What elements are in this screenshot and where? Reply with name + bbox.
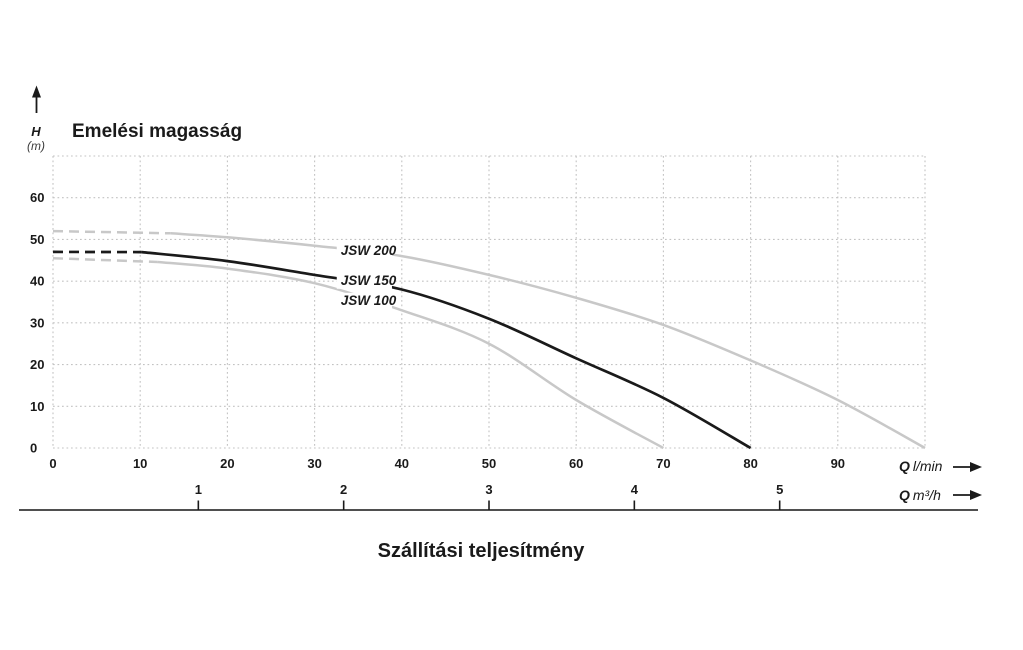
y-tick-label: 0 [30, 441, 37, 456]
curve-jsw-100 [157, 260, 665, 450]
arrow-head [970, 490, 982, 500]
secondary-tick-label: 4 [631, 482, 639, 497]
curve-label-bg-jsw-200 [336, 243, 392, 260]
y-tick-label: 30 [30, 315, 44, 330]
q-symbol: Q [899, 458, 910, 474]
q-symbol: Q [899, 487, 910, 503]
curve-jsw-150 [141, 250, 752, 450]
curve-label-bg-jsw-150 [336, 272, 392, 289]
curve-dashed-jsw-200 [52, 229, 171, 235]
x-axis-secondary-arrow-icon [953, 490, 982, 500]
x-tick-label: 0 [49, 456, 56, 471]
grid-layer [52, 155, 926, 449]
x-axis-title: Szállítási teljesítmény [378, 540, 586, 562]
x-tick-label: 50 [482, 456, 496, 471]
curve-label-bg-jsw-100 [336, 292, 392, 309]
x-tick-label: 70 [656, 456, 670, 471]
x-tick-label: 60 [569, 456, 583, 471]
curve-jsw-200 [170, 232, 926, 450]
curve-dashed-jsw-100 [52, 256, 158, 264]
y-axis-unit-label: (m) [27, 139, 45, 153]
y-tick-label: 10 [30, 399, 44, 414]
secondary-tick-label: 3 [485, 482, 492, 497]
y-tick-label: 50 [30, 232, 44, 247]
x-tick-label: 20 [220, 456, 234, 471]
x-tick-label: 40 [395, 456, 409, 471]
x-tick-label: 10 [133, 456, 147, 471]
x-axis-primary-arrow-icon [953, 462, 982, 472]
x-tick-label: 30 [307, 456, 321, 471]
y-tick-label: 60 [30, 190, 44, 205]
y-tick-label: 20 [30, 357, 44, 372]
secondary-tick-label: 1 [195, 482, 202, 497]
q-unit: m³/h [913, 487, 941, 503]
x-tick-label: 90 [831, 456, 845, 471]
secondary-tick-label: 2 [340, 482, 347, 497]
y-axis-symbol: H [31, 124, 41, 139]
curves-layer: JSW 200 JSW 150 JSW 100 [52, 229, 926, 450]
curve-label-jsw-150: JSW 150 [341, 273, 397, 288]
y-tick-label: 40 [30, 274, 44, 289]
axis-ticks-layer: 0 10 20 30 40 50 60 0 10 20 30 40 50 60 70 80 90 1 2 3 4 5 [19, 190, 978, 511]
arrow-head [970, 462, 982, 472]
arrow-head [32, 85, 41, 98]
chart-title: Emelési magasság [72, 121, 242, 142]
q-unit: l/min [913, 458, 943, 474]
curve-label-jsw-100: JSW 100 [341, 293, 397, 308]
x-tick-label: 80 [743, 456, 757, 471]
curve-label-jsw-200: JSW 200 [341, 243, 397, 258]
secondary-tick-label: 5 [776, 482, 783, 497]
y-axis-arrow-up-icon [32, 85, 41, 113]
